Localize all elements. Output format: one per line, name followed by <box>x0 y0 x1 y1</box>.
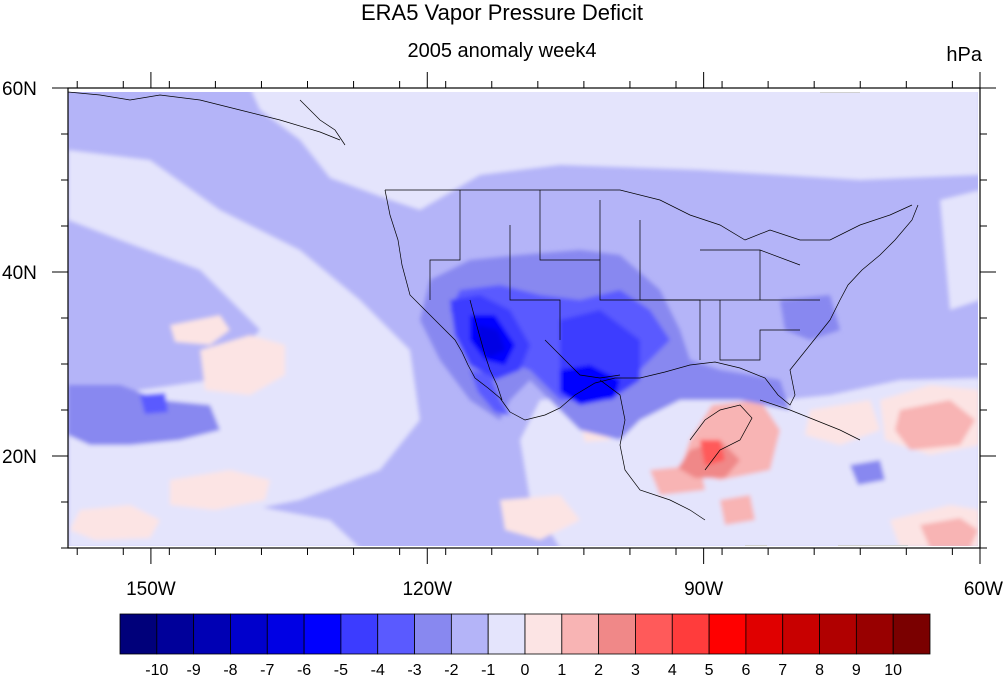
colorbar-label: -9 <box>187 662 201 679</box>
field-region-baja <box>470 370 510 415</box>
colorbar-swatch <box>377 613 415 655</box>
coastlines <box>67 91 919 521</box>
field-blob-carib-blue <box>850 460 885 485</box>
x-tick-label: 90W <box>684 579 723 600</box>
coastline-west <box>384 189 511 413</box>
colorbar-swatch <box>193 613 231 655</box>
x-tick-label: 60W <box>964 579 1003 600</box>
y-tick-label: 60N <box>2 79 37 100</box>
x-tick-label: 150W <box>126 579 176 600</box>
field-blob-pacific-a <box>170 315 230 345</box>
coastline-baja <box>469 299 503 401</box>
colorbar-swatch <box>119 613 158 655</box>
border-canada <box>385 189 913 241</box>
colorbar-label: 4 <box>668 662 677 679</box>
colorbar-swatch <box>414 613 452 655</box>
colorbar-label: 1 <box>557 662 566 679</box>
colorbar-swatch <box>671 613 710 655</box>
colorbar-label: 10 <box>884 662 902 679</box>
coastline-yucatan <box>689 404 753 471</box>
colorbar-swatch <box>303 613 342 655</box>
field-region-north <box>251 92 978 210</box>
field-blob-pacific-c <box>70 505 160 540</box>
colorbar-label: -1 <box>481 662 495 679</box>
field-layers <box>68 92 978 546</box>
field-peak-arizona <box>478 325 505 357</box>
field-blob-tropical-pacific <box>68 385 220 445</box>
field-blob-pacific-b <box>200 335 285 395</box>
field-blob-pacific-d <box>170 470 270 510</box>
axis-ticks: 150W 120W 90W 60W 20N 40N 60N <box>2 72 1003 600</box>
colorbar-label: 8 <box>815 662 824 679</box>
colorbar-swatch <box>782 613 820 655</box>
colorbar-swatch <box>561 613 600 655</box>
chart-title: ERA5 Vapor Pressure Deficit <box>360 0 644 25</box>
colorbar-label: -8 <box>223 662 237 679</box>
colorbar-label: 2 <box>594 662 603 679</box>
state-lines <box>719 300 800 361</box>
colorbar-label: 7 <box>778 662 787 679</box>
field-blob-pacific-blue <box>140 393 168 414</box>
colorbar-label: -2 <box>444 662 458 679</box>
colorbar-label: 9 <box>852 662 861 679</box>
field-blob-atlantic-core <box>895 400 975 450</box>
colorbar-label: -5 <box>334 662 348 679</box>
state-lines <box>429 190 461 300</box>
field-blob-east-coast <box>780 295 840 340</box>
colorbar-swatch <box>598 613 636 655</box>
missing-data <box>745 92 908 546</box>
colorbar-label: -7 <box>260 662 274 679</box>
coastline-mexico-east <box>599 379 706 521</box>
missing-data-strip <box>745 545 767 546</box>
y-tick-label: 20N <box>2 447 37 468</box>
y-tick-label: 40N <box>2 263 37 284</box>
units-label: hPa <box>946 44 982 66</box>
colorbar-swatch <box>450 613 489 655</box>
coastline-cuba <box>759 399 861 441</box>
colorbar-swatch <box>266 613 305 655</box>
missing-data-strip <box>838 545 908 546</box>
plot-area <box>67 88 980 548</box>
colorbar-swatch <box>156 613 195 655</box>
border-mexico <box>544 339 621 379</box>
colorbar-swatch <box>708 613 747 655</box>
colorbar-swatch <box>340 613 379 655</box>
colorbar-label: -4 <box>371 662 385 679</box>
field-blob-carib-w <box>720 495 755 525</box>
chart-subtitle: 2005 anomaly week4 <box>407 40 597 62</box>
colorbar-label: 6 <box>741 662 750 679</box>
coastline-gulf-east <box>509 204 919 421</box>
colorbar-label: 5 <box>705 662 714 679</box>
colorbar-swatch <box>855 613 894 655</box>
colorbar-swatch <box>745 613 784 655</box>
colorbar-swatch <box>635 613 673 655</box>
colorbar-swatch <box>524 613 563 655</box>
field-blob-carib-core <box>920 518 978 546</box>
colorbar-label: 3 <box>631 662 640 679</box>
missing-data-strip <box>820 92 860 93</box>
field-blob-south <box>500 495 580 540</box>
field-peak-yucatan <box>700 440 725 466</box>
colorbar-swatch <box>892 613 931 655</box>
colorbar-label: -6 <box>297 662 311 679</box>
colorbar-label: -10 <box>145 662 168 679</box>
x-tick-label: 120W <box>402 579 452 600</box>
colorbar-label: -3 <box>407 662 421 679</box>
coastline-alaska-islands <box>299 99 346 146</box>
colorbar-label: 0 <box>521 662 530 679</box>
colorbar: -10 -9 -8 -7 -6 -5 -4 -3 -2 -1 0 1 2 3 4 5 6 7 8 9 10 <box>119 613 931 679</box>
field-region-atlantic-ne <box>940 190 978 310</box>
state-lines <box>509 225 561 340</box>
field-blob-carib-n <box>805 400 880 445</box>
colorbar-swatch <box>487 613 526 655</box>
colorbar-swatch <box>819 613 857 655</box>
colorbar-swatch <box>230 613 268 655</box>
coastline-alaska <box>67 91 341 141</box>
anomaly-field <box>68 92 978 546</box>
